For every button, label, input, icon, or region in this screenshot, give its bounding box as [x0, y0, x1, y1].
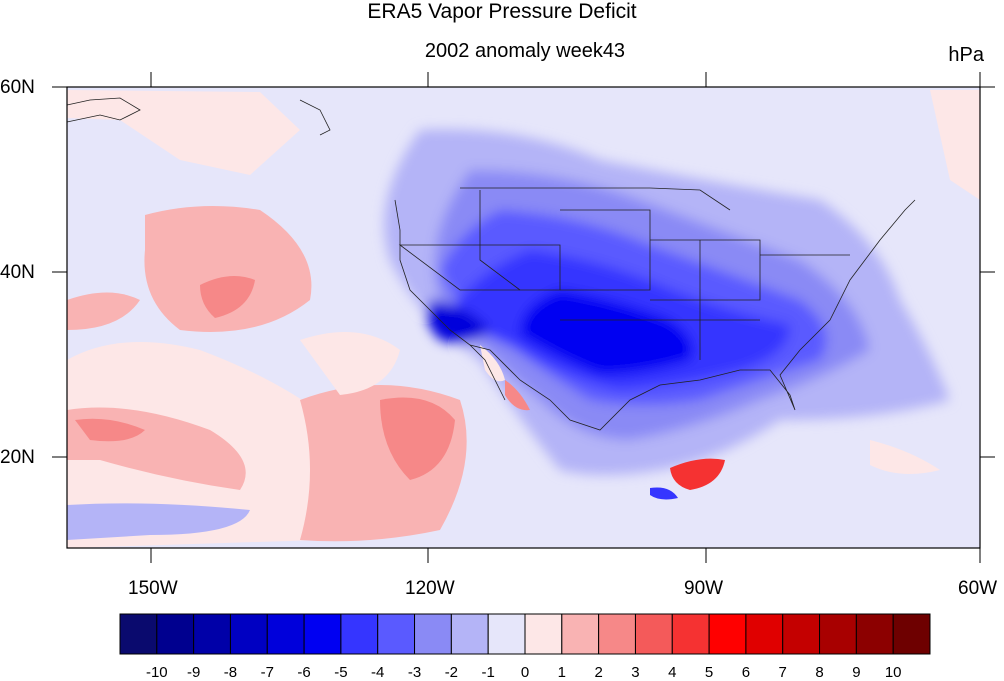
- colorbar-label: 6: [741, 664, 751, 681]
- colorbar-swatch: [892, 613, 931, 655]
- colorbar-swatch: [414, 613, 452, 655]
- colorbar-label: -1: [481, 664, 495, 681]
- colorbar-label: -7: [260, 664, 274, 681]
- colorbar-label: -5: [334, 664, 348, 681]
- lat-label-60n: 60N: [0, 77, 35, 98]
- colorbar-swatch: [561, 613, 600, 655]
- colorbar-label: 7: [778, 664, 787, 681]
- anomaly-field: [67, 87, 980, 548]
- colorbar-swatch: [819, 613, 857, 655]
- map-subtitle: 2002 anomaly week43: [424, 40, 626, 62]
- coastlines: [66, 97, 916, 431]
- colorbar-swatch: [708, 613, 747, 655]
- colorbar: [119, 613, 931, 655]
- colorbar-swatch: [303, 613, 342, 655]
- colorbar-swatch: [156, 613, 195, 655]
- map-frame: [66, 86, 981, 549]
- lon-label-90w: 90W: [684, 578, 724, 599]
- colorbar-label: 0: [520, 664, 530, 681]
- lat-label-40n: 40N: [0, 262, 35, 283]
- lat-label-20n: 20N: [0, 447, 35, 468]
- map-title: ERA5 Vapor Pressure Deficit: [367, 0, 637, 23]
- colorbar-swatch: [855, 613, 894, 655]
- colorbar-label: -3: [407, 664, 422, 681]
- colorbar-swatch: [524, 613, 563, 655]
- colorbar-label: 4: [668, 664, 677, 681]
- lon-label-120w: 120W: [405, 578, 455, 599]
- colorbar-label: 10: [884, 664, 902, 681]
- colorbar-label: -10: [145, 664, 168, 681]
- colorbar-label: 3: [631, 664, 640, 681]
- colorbar-label: -8: [223, 664, 238, 681]
- colorbar-label: 9: [852, 664, 861, 681]
- lon-label-150w: 150W: [128, 578, 178, 599]
- colorbar-label: 1: [557, 664, 566, 681]
- colorbar-swatch: [340, 613, 379, 655]
- colorbar-label: -4: [371, 664, 385, 681]
- colorbar-swatch: [598, 613, 636, 655]
- colorbar-swatch: [193, 613, 231, 655]
- colorbar-label: -2: [444, 664, 459, 681]
- colorbar-swatch: [671, 613, 710, 655]
- units-label: hPa: [948, 44, 984, 66]
- colorbar-swatch: [119, 613, 158, 655]
- colorbar-swatch: [377, 613, 416, 655]
- colorbar-label: -6: [297, 664, 311, 681]
- colorbar-swatch: [229, 613, 268, 655]
- colorbar-label: 5: [704, 664, 714, 681]
- colorbar-swatch: [487, 613, 526, 655]
- colorbar-label: 8: [815, 664, 824, 681]
- colorbar-label: -9: [186, 664, 201, 681]
- colorbar-swatch: [634, 613, 673, 655]
- colorbar-swatch: [266, 613, 305, 655]
- colorbar-swatch: [450, 613, 489, 655]
- colorbar-swatch: [782, 613, 821, 655]
- colorbar-swatch: [745, 613, 784, 655]
- colorbar-label: 2: [594, 664, 603, 681]
- lon-label-60w: 60W: [958, 578, 998, 599]
